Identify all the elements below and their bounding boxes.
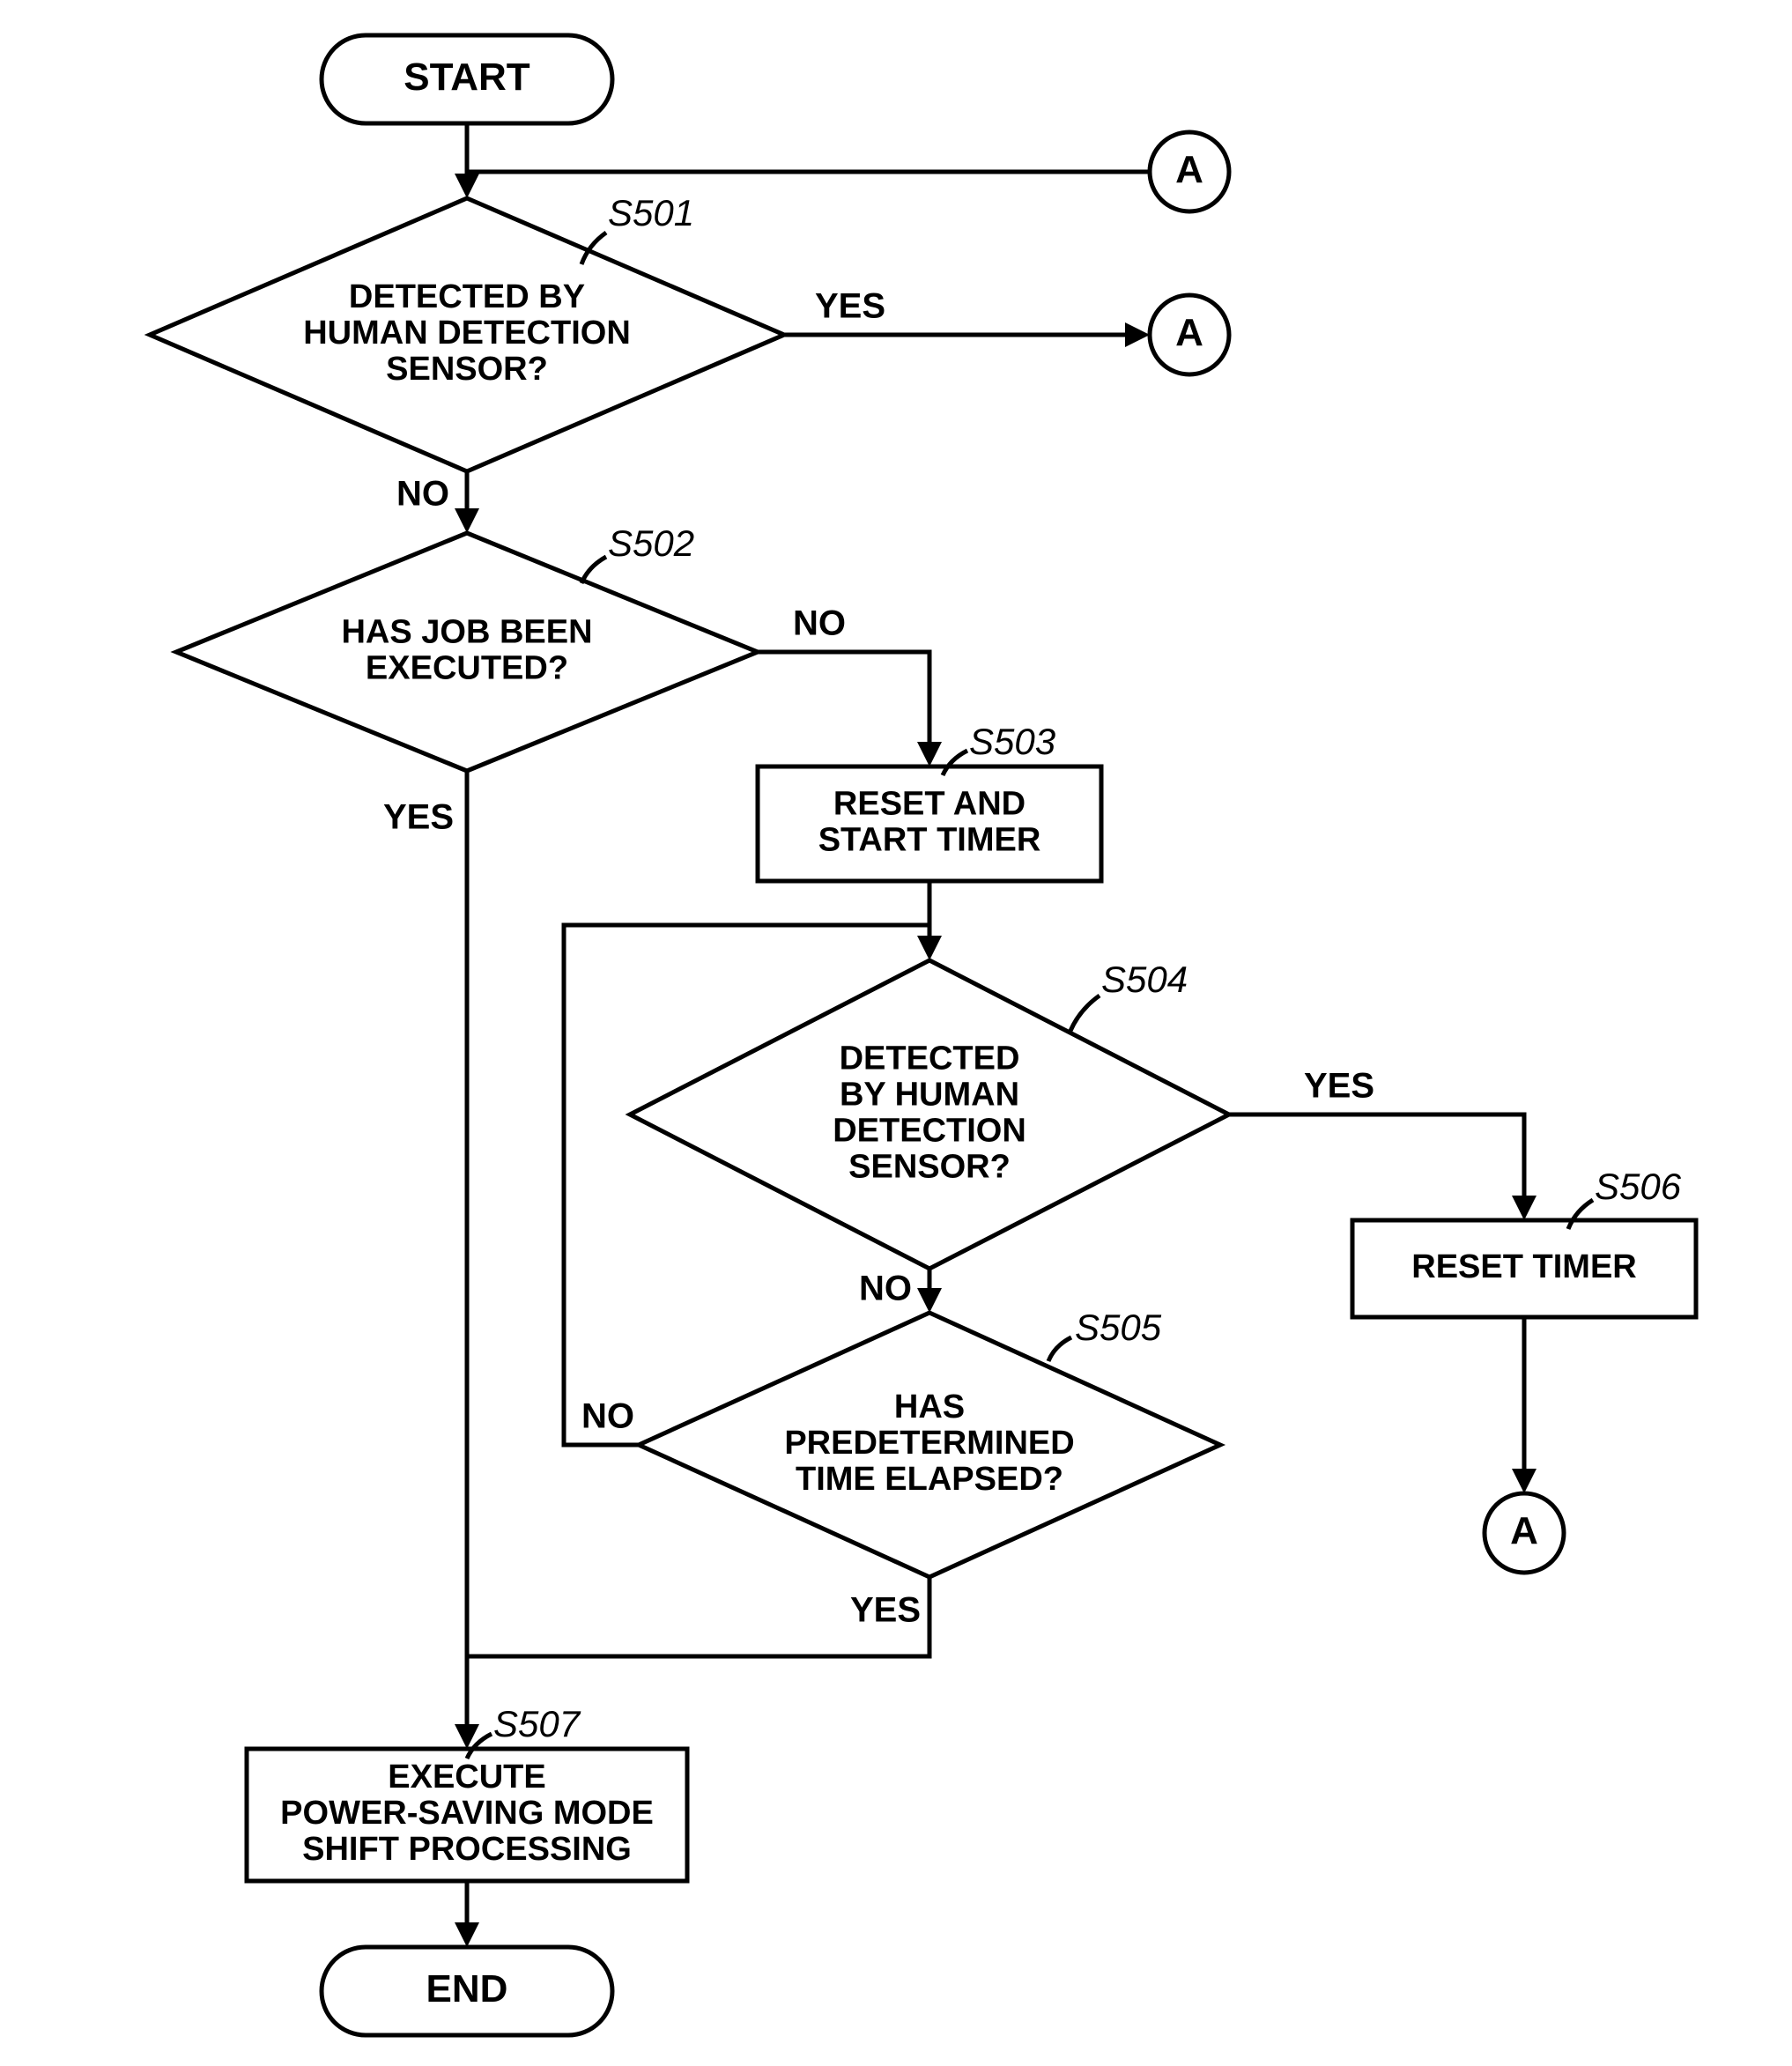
connector-label-A_in: A — [1175, 148, 1203, 191]
flow-edge — [1229, 1114, 1524, 1196]
connector-label-A_506: A — [1510, 1509, 1538, 1552]
arrow-head — [455, 1922, 479, 1947]
step-label-s505: S505 — [1075, 1307, 1162, 1348]
process-text-p506: RESET TIMER — [1411, 1248, 1636, 1285]
arrow-head — [917, 742, 942, 766]
step-label-tick — [1070, 996, 1100, 1031]
arrow-head — [455, 508, 479, 533]
step-label-s504: S504 — [1101, 959, 1188, 1000]
edge-label-yes: YES — [815, 287, 885, 326]
step-label-tick — [581, 557, 606, 583]
edge-label-no: NO — [581, 1397, 634, 1436]
arrow-head — [455, 174, 479, 198]
step-label-s501: S501 — [608, 192, 694, 233]
decision-text-d502: HAS JOB BEENEXECUTED? — [341, 614, 592, 687]
edge-label-no: NO — [396, 475, 449, 514]
arrow-head — [1512, 1196, 1537, 1220]
step-label-s506: S506 — [1595, 1166, 1682, 1207]
edge-label-yes: YES — [850, 1591, 921, 1630]
connector-label-A_501: A — [1175, 311, 1203, 354]
edge-label-yes: YES — [383, 798, 454, 837]
decision-text-d504: DETECTEDBY HUMANDETECTIONSENSOR? — [833, 1040, 1026, 1185]
edge-label-no: NO — [793, 604, 846, 643]
step-label-s507: S507 — [493, 1703, 581, 1744]
arrow-head — [917, 936, 942, 960]
arrow-head — [1512, 1469, 1537, 1493]
edge-label-yes: YES — [1304, 1067, 1374, 1106]
step-label-tick — [1048, 1337, 1071, 1361]
step-label-s503: S503 — [969, 721, 1055, 762]
flow-edge — [758, 652, 929, 742]
arrow-head — [917, 1288, 942, 1313]
arrow-head — [1125, 322, 1150, 347]
step-label-s502: S502 — [608, 522, 694, 564]
process-text-p503: RESET ANDSTART TIMER — [818, 786, 1041, 859]
terminal-label-start: START — [404, 56, 530, 99]
edge-label-no: NO — [859, 1270, 912, 1308]
terminal-label-end: END — [426, 1967, 508, 2010]
